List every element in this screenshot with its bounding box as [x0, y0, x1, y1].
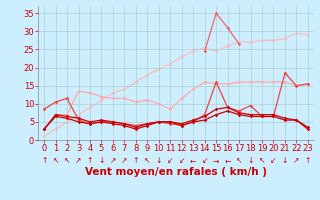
Text: ↑: ↑: [87, 156, 93, 165]
Text: ↖: ↖: [64, 156, 70, 165]
Text: ↙: ↙: [167, 156, 173, 165]
Text: ↓: ↓: [98, 156, 105, 165]
Text: ←: ←: [190, 156, 196, 165]
Text: ↙: ↙: [202, 156, 208, 165]
Text: ↗: ↗: [293, 156, 300, 165]
Text: ↖: ↖: [259, 156, 265, 165]
Text: ↓: ↓: [247, 156, 254, 165]
Text: ↑: ↑: [133, 156, 139, 165]
Text: ↙: ↙: [270, 156, 277, 165]
Text: →: →: [213, 156, 219, 165]
Text: ↗: ↗: [75, 156, 82, 165]
Text: ↓: ↓: [282, 156, 288, 165]
Text: ↙: ↙: [179, 156, 185, 165]
Text: ←: ←: [224, 156, 231, 165]
Text: ↑: ↑: [41, 156, 47, 165]
Text: ↖: ↖: [144, 156, 150, 165]
X-axis label: Vent moyen/en rafales ( km/h ): Vent moyen/en rafales ( km/h ): [85, 167, 267, 177]
Text: ↑: ↑: [305, 156, 311, 165]
Text: ↖: ↖: [52, 156, 59, 165]
Text: ↖: ↖: [236, 156, 242, 165]
Text: ↗: ↗: [110, 156, 116, 165]
Text: ↗: ↗: [121, 156, 128, 165]
Text: ↓: ↓: [156, 156, 162, 165]
